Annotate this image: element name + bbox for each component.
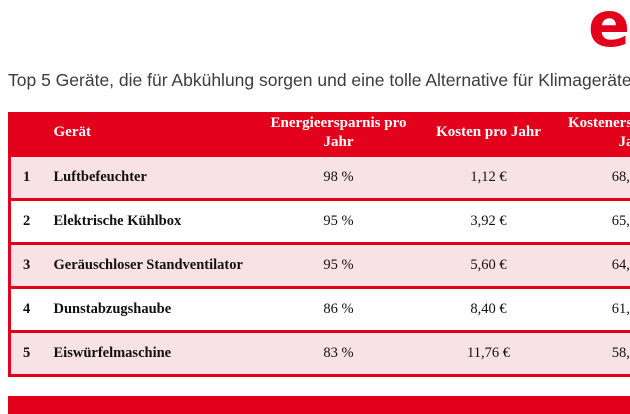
header-cost: Kosten pro Jahr	[429, 112, 549, 155]
table-row: 5 Eiswürfelmaschine 83 % 11,76 € 58,24 €	[10, 331, 630, 375]
header-cost-savings: Kostenersparnis pro Jahr	[549, 112, 630, 155]
row-cost: 3,92 €	[429, 199, 549, 243]
row-device: Geräuschloser Standventilator	[44, 243, 249, 287]
row-cost-savings: 61,60 €	[549, 287, 630, 331]
table-header-row: Gerät Energieersparnis pro Jahr Kosten p…	[10, 112, 630, 155]
row-rank: 4	[10, 287, 44, 331]
devices-table: Gerät Energieersparnis pro Jahr Kosten p…	[8, 112, 630, 377]
row-energy-savings: 95 %	[249, 243, 429, 287]
next-table-header-strip	[8, 396, 630, 414]
row-rank: 2	[10, 199, 44, 243]
header-device: Gerät	[44, 112, 249, 155]
row-rank: 1	[10, 155, 44, 199]
row-device: Elektrische Kühlbox	[44, 199, 249, 243]
row-rank: 5	[10, 331, 44, 375]
row-device: Dunstabzugshaube	[44, 287, 249, 331]
header-energy-savings: Energieersparnis pro Jahr	[249, 112, 429, 155]
row-energy-savings: 98 %	[249, 155, 429, 199]
row-cost-savings: 64,40 €	[549, 243, 630, 287]
row-device: Luftbefeuchter	[44, 155, 249, 199]
row-cost: 8,40 €	[429, 287, 549, 331]
brand-logo: e	[588, 0, 630, 56]
row-cost-savings: 65,34 €	[549, 199, 630, 243]
table-row: 1 Luftbefeuchter 98 % 1,12 € 68,88 €	[10, 155, 630, 199]
row-energy-savings: 86 %	[249, 287, 429, 331]
header-rank	[10, 112, 44, 155]
row-energy-savings: 83 %	[249, 331, 429, 375]
row-cost-savings: 58,24 €	[549, 331, 630, 375]
row-rank: 3	[10, 243, 44, 287]
row-energy-savings: 95 %	[249, 199, 429, 243]
table-row: 3 Geräuschloser Standventilator 95 % 5,6…	[10, 243, 630, 287]
row-cost-savings: 68,88 €	[549, 155, 630, 199]
row-cost: 11,76 €	[429, 331, 549, 375]
table-row: 2 Elektrische Kühlbox 95 % 3,92 € 65,34 …	[10, 199, 630, 243]
row-cost: 5,60 €	[429, 243, 549, 287]
table-row: 4 Dunstabzugshaube 86 % 8,40 € 61,60 €	[10, 287, 630, 331]
row-cost: 1,12 €	[429, 155, 549, 199]
row-device: Eiswürfelmaschine	[44, 331, 249, 375]
page-title: Top 5 Geräte, die für Abkühlung sorgen u…	[8, 70, 630, 91]
